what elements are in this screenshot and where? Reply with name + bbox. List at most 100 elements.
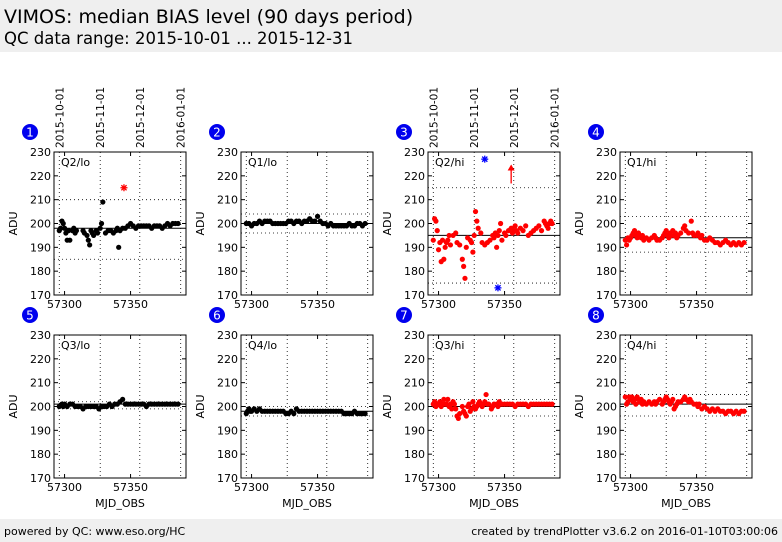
x-tick-label: 57300	[421, 481, 456, 494]
data-point	[670, 396, 676, 402]
data-point	[430, 237, 436, 243]
x-tick-label: 57350	[487, 298, 522, 311]
x-axis-label: MJD_OBS	[95, 497, 145, 510]
y-axis-label: ADU	[381, 394, 394, 418]
y-tick-label: 210	[404, 377, 425, 390]
data-point	[434, 228, 440, 234]
data-point	[457, 411, 463, 417]
y-tick-label: 230	[404, 146, 425, 159]
star-stroke	[481, 156, 488, 163]
data-point	[362, 220, 368, 227]
outlier-star-marker	[494, 284, 502, 292]
y-axis-label: ADU	[194, 211, 207, 235]
data-point	[175, 220, 181, 227]
panel-number-badge	[22, 307, 38, 323]
panel-2: 2 170 180 190 200 210 220 230 57300 57350 Q1/lo ADU	[194, 124, 374, 311]
data-point	[446, 232, 452, 239]
y-tick-label: 230	[30, 146, 51, 159]
data-point	[471, 232, 477, 239]
page-subtitle: QC data range: 2015-10-01 ... 2015-12-31	[4, 29, 353, 48]
data-point	[495, 232, 501, 239]
data-point	[457, 242, 463, 248]
y-tick-label: 170	[404, 289, 425, 302]
data-point	[91, 232, 97, 239]
plot-area	[241, 335, 373, 478]
y-tick-label: 210	[596, 194, 617, 207]
y-tick-label: 210	[404, 194, 425, 207]
x-tick-label: 57300	[234, 481, 269, 494]
y-tick-label: 170	[217, 289, 238, 302]
data-point	[699, 232, 705, 239]
plot-area	[620, 152, 752, 295]
x-tick-label: 57350	[300, 298, 335, 311]
panel-4: 4 170 180 190 200 210 220 230 57300 57350 Q1/hi ADU	[573, 124, 753, 311]
y-tick-label: 210	[30, 194, 51, 207]
data-point	[549, 401, 555, 407]
y-tick-label: 170	[596, 472, 617, 485]
y-tick-label: 180	[217, 448, 238, 461]
data-point	[441, 396, 447, 402]
panel-series-label: Q4/hi	[627, 339, 656, 352]
data-point	[100, 199, 106, 205]
x-tick-label: 57350	[300, 481, 335, 494]
x-axis-label: MJD_OBS	[469, 497, 519, 510]
data-point	[633, 401, 639, 407]
panel-series-label: Q2/lo	[61, 156, 90, 169]
footer-created-by: created by trendPlotter v3.6.2 on 2016-0…	[471, 525, 778, 538]
panel-3: 3 170 180 190 200 210 220 230 57300 57350 2015-10-…	[381, 87, 562, 311]
y-tick-label: 200	[596, 218, 617, 231]
data-point	[657, 396, 663, 402]
y-axis-label: ADU	[194, 394, 207, 418]
panel-number-label: 2	[213, 126, 221, 140]
data-point	[624, 242, 630, 248]
data-point	[312, 218, 318, 224]
data-point	[475, 225, 481, 231]
x-axis-label: MJD_OBS	[282, 497, 332, 510]
panel-number-badge	[396, 124, 412, 140]
panel-number-label: 6	[213, 309, 221, 323]
data-point	[682, 223, 688, 229]
data-point	[455, 415, 461, 422]
data-point	[449, 406, 455, 412]
y-tick-label: 200	[404, 218, 425, 231]
data-point	[445, 237, 451, 243]
panel-1: 1 170 180 190 200 210 220 230 57300 57350 2015-10-…	[7, 87, 188, 311]
data-point	[622, 394, 628, 400]
y-tick-label: 200	[217, 401, 238, 414]
data-point	[87, 242, 93, 248]
date-tick-label: 2015-10-01	[428, 87, 440, 148]
y-tick-label: 190	[30, 241, 51, 254]
panel-series-label: Q3/lo	[61, 339, 90, 352]
data-point	[120, 396, 126, 402]
outlier-star-marker	[481, 155, 489, 163]
y-tick-label: 220	[596, 353, 617, 366]
y-tick-label: 190	[596, 241, 617, 254]
header-bar: VIMOS: median BIAS level (90 days period…	[0, 0, 782, 52]
y-tick-label: 230	[596, 146, 617, 159]
data-point	[362, 411, 368, 417]
data-point	[487, 237, 493, 243]
date-tick-label: 2015-11-01	[95, 87, 107, 148]
outlier-star-marker	[120, 184, 128, 192]
data-point	[61, 225, 68, 231]
y-axis-label: ADU	[7, 211, 20, 235]
offscale-arrowhead	[507, 164, 515, 171]
footer-powered-by: powered by QC: www.eso.org/HC	[4, 525, 186, 538]
data-point	[549, 220, 555, 227]
data-point	[94, 230, 101, 236]
y-tick-label: 180	[404, 448, 425, 461]
date-tick-label: 2016-01-01	[176, 87, 188, 148]
data-point	[523, 223, 529, 229]
data-point	[441, 256, 447, 262]
panel-number-badge	[396, 307, 412, 323]
y-tick-label: 170	[30, 289, 51, 302]
y-tick-label: 170	[404, 472, 425, 485]
panel-6: 6 170 180 190 200 210 220 230 57300 57350 Q4/lo ADU…	[194, 307, 374, 510]
y-tick-label: 180	[596, 448, 617, 461]
y-axis-label: ADU	[573, 211, 586, 235]
date-tick-label: 2015-12-01	[509, 87, 521, 148]
data-point	[453, 406, 459, 412]
y-tick-label: 230	[30, 329, 51, 342]
data-point	[470, 249, 476, 255]
